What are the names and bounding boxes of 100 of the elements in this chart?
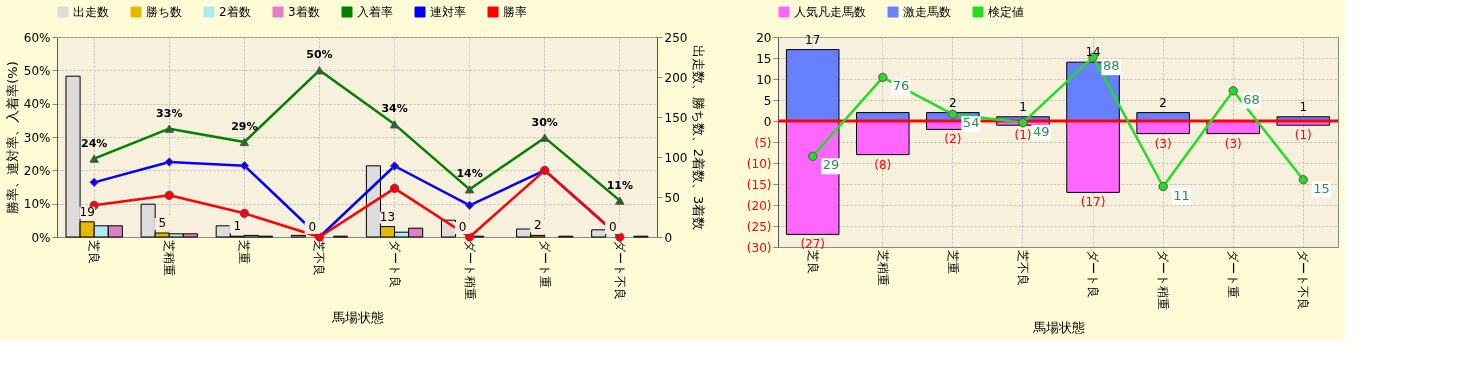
x-tick-label: ダート良	[1086, 249, 1101, 298]
x-tick-label: 芝重	[237, 239, 252, 264]
x-tick-label: ダート重	[1226, 249, 1241, 298]
legend-label: 3着数	[288, 5, 320, 19]
point	[389, 120, 400, 129]
point	[164, 190, 174, 201]
y-tick-label: 40%	[23, 97, 51, 112]
x-tick-label: ダート良	[387, 239, 402, 288]
legend-label: 入着率	[357, 5, 393, 19]
y-tick-label: (25)	[746, 219, 772, 234]
data-label: 0	[458, 220, 467, 234]
y2-axis-title: 出走数、勝ち数、2着数、3着数	[691, 44, 707, 231]
y-tick-label: (10)	[746, 156, 772, 171]
data-label: 2	[533, 218, 542, 233]
y-tick-label: (15)	[746, 177, 772, 192]
point	[1018, 118, 1028, 128]
data-label: (17)	[1080, 195, 1106, 210]
y-tick-label: 20	[756, 30, 772, 45]
x-tick-label: 芝稍重	[875, 249, 890, 286]
data-label: 19	[79, 204, 95, 219]
data-label: 17	[805, 32, 821, 47]
data-label: 5	[158, 216, 167, 230]
x-tick-label: 芝不良	[1015, 249, 1030, 286]
data-label: 15	[1313, 180, 1330, 196]
y-tick-label: 60%	[23, 30, 51, 45]
y2-tick-label: 100	[664, 150, 688, 165]
legend-label: 2着数	[219, 5, 251, 19]
data-label: 88	[1103, 58, 1120, 74]
point	[464, 232, 475, 242]
x-tick-label: 芝良	[805, 249, 820, 274]
data-label: 34%	[381, 102, 408, 116]
data-label: 13	[379, 209, 396, 224]
point	[164, 157, 174, 167]
point	[89, 154, 99, 163]
data-label: 1	[1019, 99, 1027, 114]
legend-label: 勝率	[503, 5, 527, 19]
y-tick-label: (20)	[746, 198, 772, 213]
legend-label: 勝ち数	[146, 5, 182, 19]
point	[239, 160, 250, 171]
point	[239, 137, 250, 147]
data-label: 29	[822, 157, 840, 173]
data-label: 33%	[156, 106, 183, 120]
point	[464, 200, 475, 211]
data-label: 29%	[231, 120, 258, 133]
point	[615, 196, 625, 205]
x-axis-title: 馬場状態	[1031, 319, 1085, 335]
bar	[1066, 120, 1120, 193]
data-label: 2	[1159, 95, 1167, 110]
data-label: (2)	[944, 132, 962, 147]
data-label: 50%	[306, 48, 333, 62]
data-label: 14%	[456, 167, 483, 181]
data-label: 0	[608, 220, 617, 234]
data-label: 11	[1173, 187, 1190, 203]
legend-label: 連対率	[430, 5, 466, 19]
x-tick-label: 芝重	[945, 249, 960, 274]
y-tick-label: 20%	[23, 163, 51, 178]
data-label: (3)	[1224, 136, 1242, 151]
point	[948, 109, 958, 119]
data-label: 24%	[81, 136, 108, 150]
y-tick-label: 0%	[31, 230, 51, 245]
data-label: (1)	[1294, 128, 1312, 143]
y2-tick-label: 200	[664, 70, 688, 85]
data-label: (8)	[874, 157, 892, 172]
point	[878, 72, 888, 82]
point	[89, 177, 99, 188]
y-tick-label: (30)	[746, 240, 772, 255]
data-label: 1	[233, 219, 242, 234]
legend-label: 激走馬数	[903, 5, 951, 19]
data-label: 2	[949, 95, 957, 110]
data-label: 11%	[606, 178, 633, 192]
x-tick-label: ダート重	[537, 239, 552, 288]
data-label: 54	[962, 115, 980, 131]
x-axis-title: 馬場状態	[330, 309, 384, 325]
y-tick-label: 50%	[23, 63, 51, 78]
point	[808, 151, 818, 161]
y2-tick-label: 250	[664, 30, 688, 45]
point	[1298, 175, 1308, 185]
data-label: 1	[1299, 99, 1308, 114]
y-tick-label: 10%	[23, 197, 51, 212]
point	[239, 208, 250, 219]
data-label: 68	[1243, 91, 1260, 107]
data-label: (1)	[1014, 128, 1032, 143]
point	[314, 66, 325, 75]
y-tick-label: 30%	[23, 130, 51, 145]
legend-label: 出走数	[73, 5, 109, 19]
point	[464, 185, 475, 194]
data-label: 0	[308, 220, 317, 234]
x-tick-label: 芝不良	[312, 239, 327, 276]
bar	[785, 120, 840, 235]
x-tick-label: ダート不良	[612, 239, 627, 300]
point	[389, 183, 400, 194]
point	[164, 124, 174, 133]
point	[1158, 181, 1168, 192]
x-tick-label: ダート稍重	[1156, 249, 1171, 310]
x-tick-label: ダート不良	[1296, 249, 1311, 310]
data-label: 76	[892, 78, 910, 94]
y-tick-label: 15	[756, 51, 772, 66]
bar	[856, 120, 910, 156]
y-axis-title: 勝率、連対率、入着率(%)	[4, 61, 20, 214]
y2-tick-label: 150	[664, 110, 688, 125]
